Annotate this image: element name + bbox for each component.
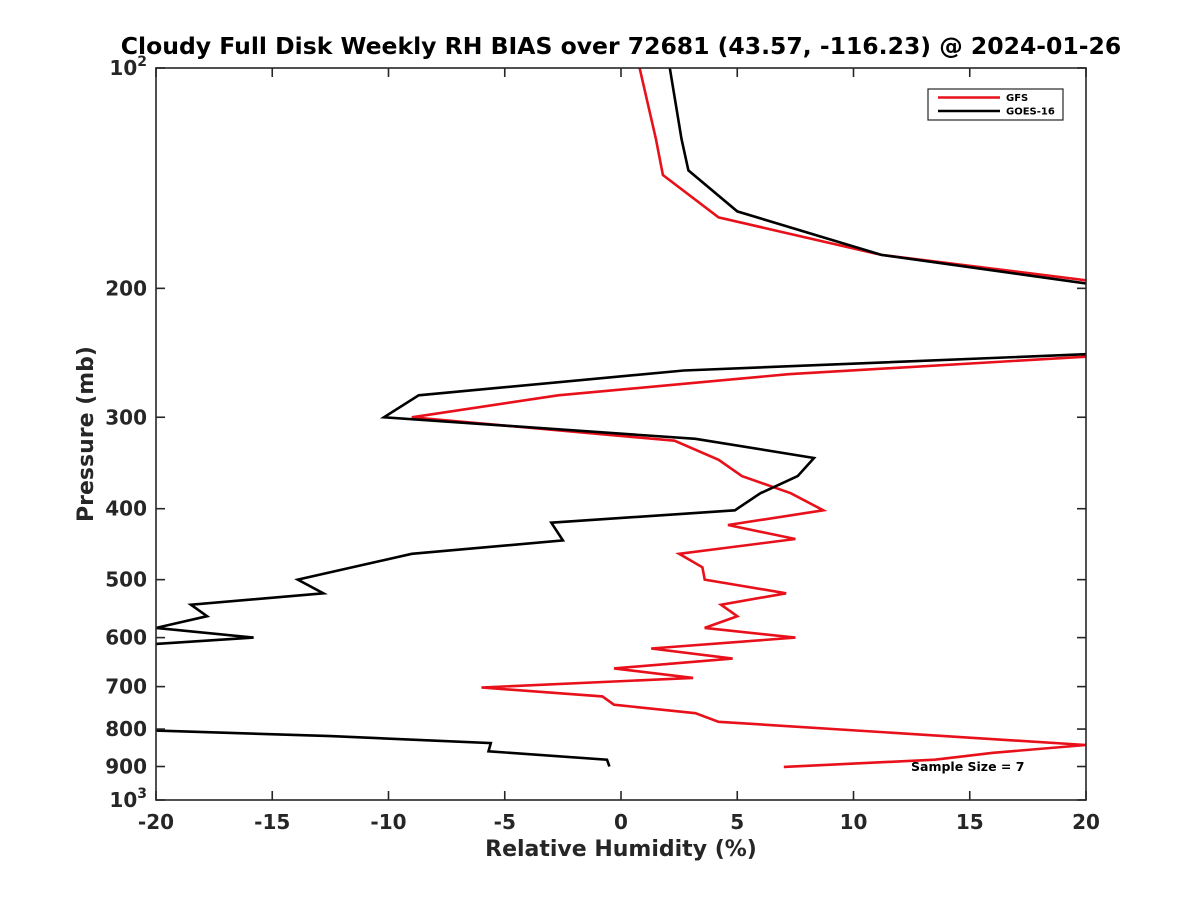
x-tick-label: 5 <box>730 810 744 834</box>
x-tick-label: -5 <box>494 810 516 834</box>
y-tick-label: 400 <box>105 497 147 521</box>
x-tick-label: 15 <box>956 810 984 834</box>
series-layer <box>156 68 1086 769</box>
y-tick-label: 900 <box>105 755 147 779</box>
x-axis-ticks: -20 -15 -10 -5 0 5 10 15 20 <box>138 68 1100 834</box>
y-tick-label: 103 <box>109 786 147 812</box>
y-axis-ticks: 102 200 300 400 500 600 700 800 900 103 <box>105 54 1086 812</box>
x-tick-label: 0 <box>614 810 628 834</box>
legend-box <box>927 88 1064 121</box>
chart-legend: GFS GOES-16 <box>927 88 1064 121</box>
y-tick-label: 102 <box>109 54 147 80</box>
y-tick-label: 800 <box>105 717 147 741</box>
sample-size-annotation: Sample Size = 7 <box>911 759 1024 774</box>
chart-title: Cloudy Full Disk Weekly RH BIAS over 726… <box>121 32 1121 60</box>
x-tick-label: -15 <box>254 810 290 834</box>
x-axis-label: Relative Humidity (%) <box>485 837 757 862</box>
legend-label-gfs: GFS <box>1006 93 1028 104</box>
y-tick-label: 600 <box>105 626 147 650</box>
x-tick-label: -20 <box>138 810 174 834</box>
x-tick-label: 20 <box>1072 810 1100 834</box>
series-line-goes16 <box>156 68 1086 767</box>
y-tick-label: 200 <box>105 276 147 300</box>
y-tick-label: 300 <box>105 405 147 429</box>
x-tick-label: -10 <box>370 810 406 834</box>
y-tick-label: 500 <box>105 568 147 592</box>
y-tick-label: 700 <box>105 675 147 699</box>
x-tick-label: 10 <box>840 810 868 834</box>
legend-label-goes16: GOES-16 <box>1006 107 1055 118</box>
y-axis-label: Pressure (mb) <box>74 346 99 522</box>
